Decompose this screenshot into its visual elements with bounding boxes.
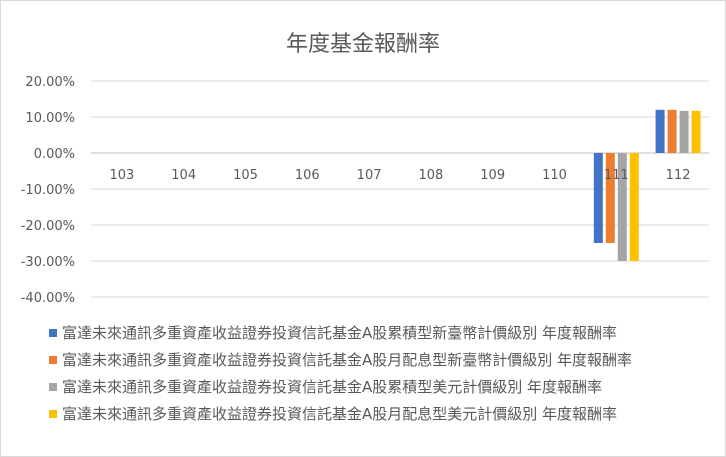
- y-axis-tick-labels: 20.00% 10.00% 0.00% -10.00% -20.00% -30.00% -4…: [21, 75, 75, 306]
- bar: [679, 110, 689, 153]
- x-tick-label: 106: [295, 168, 320, 183]
- y-tick-label: 20.00%: [25, 75, 75, 90]
- legend-swatch: [49, 409, 57, 418]
- bar: [629, 153, 639, 261]
- y-tick-label: -10.00%: [21, 183, 75, 198]
- y-tick-label: -30.00%: [21, 255, 75, 270]
- bar: [667, 109, 677, 153]
- legend-swatch: [49, 328, 57, 337]
- x-tick-label: 109: [480, 168, 505, 183]
- bar: [691, 110, 701, 153]
- x-tick-label: 110: [542, 168, 567, 183]
- x-axis-tick-labels: 103 104 105 106 107 108 109 110 111 112: [109, 168, 690, 183]
- legend-item: 富達未來通訊多重資產收益證券投資信託基金A股月配息型美元計價級別 年度報酬率: [49, 400, 632, 427]
- x-tick-label: 107: [357, 168, 382, 183]
- x-tick-label: 104: [171, 168, 196, 183]
- y-tick-label: -40.00%: [21, 291, 75, 306]
- y-tick-label: -20.00%: [21, 219, 75, 234]
- bars: [593, 109, 701, 261]
- x-tick-label: 105: [233, 168, 258, 183]
- legend-swatch: [49, 355, 57, 364]
- bar: [655, 109, 665, 153]
- y-tick-label: 0.00%: [34, 147, 75, 162]
- legend-label: 富達未來通訊多重資產收益證券投資信託基金A股月配息型新臺幣計價級別 年度報酬率: [62, 351, 633, 369]
- x-tick-label: 112: [666, 168, 691, 183]
- legend-swatch: [49, 382, 57, 391]
- y-tick-label: 10.00%: [25, 111, 75, 126]
- x-tick-label: 103: [109, 168, 134, 183]
- legend-label: 富達未來通訊多重資產收益證券投資信託基金A股累積型美元計價級別 年度報酬率: [62, 378, 603, 396]
- legend-label: 富達未來通訊多重資產收益證券投資信託基金A股月配息型美元計價級別 年度報酬率: [62, 405, 618, 423]
- legend-item: 富達未來通訊多重資產收益證券投資信託基金A股累積型美元計價級別 年度報酬率: [49, 373, 632, 400]
- legend: 富達未來通訊多重資產收益證券投資信託基金A股累積型新臺幣計價級別 年度報酬率 富達…: [49, 319, 632, 427]
- gridlines: [91, 80, 709, 298]
- x-tick-label: 108: [418, 168, 443, 183]
- bar: [605, 153, 615, 243]
- chart-title: 年度基金報酬率: [286, 32, 440, 57]
- bar: [593, 153, 603, 243]
- legend-item: 富達未來通訊多重資產收益證券投資信託基金A股累積型新臺幣計價級別 年度報酬率: [49, 319, 632, 346]
- legend-label: 富達未來通訊多重資產收益證券投資信託基金A股累積型新臺幣計價級別 年度報酬率: [62, 324, 618, 342]
- bar: [617, 153, 627, 261]
- x-tick-label: 111: [604, 168, 629, 183]
- legend-item: 富達未來通訊多重資產收益證券投資信託基金A股月配息型新臺幣計價級別 年度報酬率: [49, 346, 632, 373]
